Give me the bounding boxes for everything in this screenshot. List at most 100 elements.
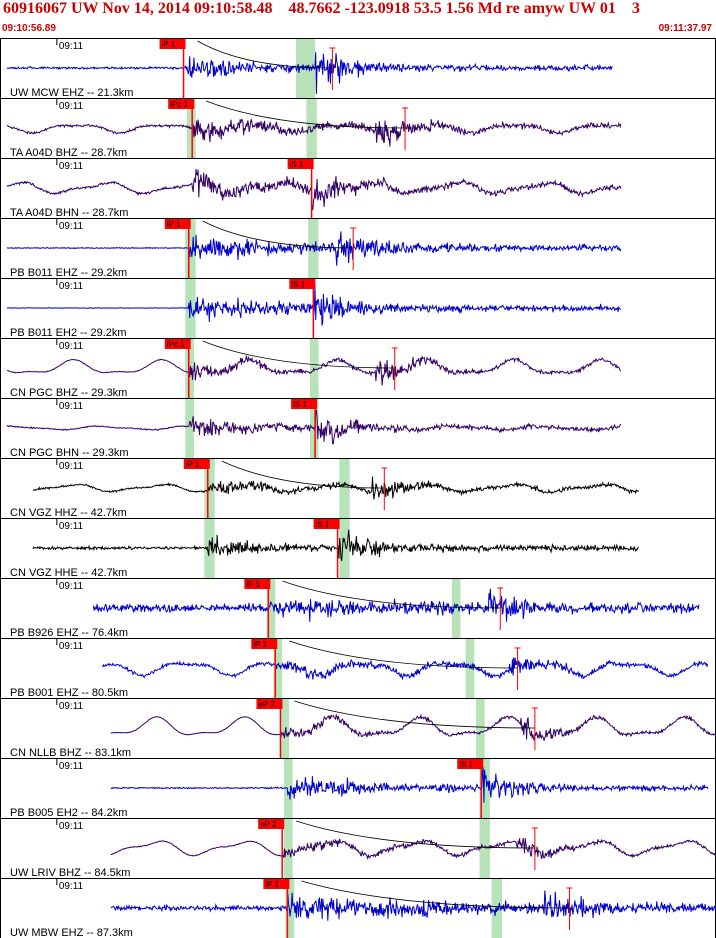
coda-curve xyxy=(197,40,333,69)
coda-curve xyxy=(202,340,395,369)
start-time: 09:10:56.89 xyxy=(2,23,56,34)
pick-label: eP 2 xyxy=(258,700,275,709)
channel-label: UW MCW EHZ -- 21.3km xyxy=(10,87,133,99)
pick-flag xyxy=(313,519,340,529)
time-tick-label: 09:11 xyxy=(59,581,84,592)
pick-label: iP 1 xyxy=(265,880,279,889)
phase-window xyxy=(285,879,295,938)
time-tick-label: 09:11 xyxy=(59,881,84,892)
time-tick-label: 09:11 xyxy=(59,821,84,832)
pick-flag xyxy=(291,399,318,409)
pick-label: iP 1 xyxy=(253,640,267,649)
channel-label: PB B926 EHZ -- 76.4km xyxy=(10,627,128,639)
phase-window xyxy=(280,699,290,758)
time-tick-label: 09:11 xyxy=(59,461,84,472)
coda-curve xyxy=(221,460,385,489)
phase-window xyxy=(273,639,283,698)
waveform xyxy=(32,529,639,562)
pick-flag xyxy=(183,459,210,469)
pick-label: iS 1 xyxy=(291,280,305,289)
pick-flag xyxy=(251,639,278,649)
waveform xyxy=(6,169,622,211)
time-tick-label: 09:11 xyxy=(59,41,84,52)
waveform xyxy=(32,476,639,500)
time-tick-label: 09:11 xyxy=(59,401,84,412)
channel-label: PB B005 EH2 -- 84.2km xyxy=(10,807,127,819)
pick-label: iP 1 xyxy=(186,460,200,469)
phase-window xyxy=(185,339,194,398)
waveform xyxy=(110,713,716,741)
coda-curve xyxy=(206,100,406,129)
pick-label: iS 1 xyxy=(290,160,304,169)
pick-flag xyxy=(164,219,191,229)
phase-window xyxy=(283,819,293,878)
coda-curve xyxy=(282,580,501,609)
waveform xyxy=(110,890,716,921)
pick-flag xyxy=(287,159,314,169)
pick-label: iPc 1 xyxy=(167,340,185,349)
end-time: 09:11:37.97 xyxy=(658,23,712,34)
trace-row: 09:11 iS 1 CN PGC BHN -- 29.3km xyxy=(0,398,716,459)
pick-flag xyxy=(258,819,285,829)
phase-window xyxy=(479,819,490,878)
trace-row: 09:11 iP 1 UW MCW EHZ -- 21.3km xyxy=(0,38,716,99)
coda-curve xyxy=(289,640,518,669)
pick-flag xyxy=(244,579,271,589)
waveform xyxy=(110,838,716,860)
pick-flag xyxy=(159,39,186,49)
time-tick-label: 09:11 xyxy=(59,761,84,772)
phase-window xyxy=(266,579,276,638)
channel-label: UW MBW EHZ -- 87.3km xyxy=(10,927,133,938)
pick-flag xyxy=(168,99,195,109)
time-tick-label: 09:11 xyxy=(59,161,84,172)
trace-row: 09:11 eP 2 UW LRIV BHZ -- 84.5km xyxy=(0,818,716,879)
waveform xyxy=(7,118,622,147)
trace-row: 09:11 eP 2 CN NLLB BHZ -- 83.1km xyxy=(0,698,716,759)
phase-window xyxy=(283,759,293,818)
phase-window xyxy=(185,399,194,458)
channel-label: TA A04D BHN -- 28.7km xyxy=(10,207,128,219)
channel-label: PB B001 EHZ -- 80.5km xyxy=(10,687,128,699)
trace-row: 09:11 iPc 1 CN PGC BHZ -- 29.3km xyxy=(0,338,716,399)
phase-window xyxy=(309,339,319,398)
trace-row: 09:11 iS 1 PB B005 EH2 -- 84.2km xyxy=(0,758,716,819)
channel-label: TA A04D BHZ -- 28.7km xyxy=(10,147,127,159)
seismogram-panel: 09:11 iP 1 UW MCW EHZ -- 21.3km 09:11 iPc 1 T… xyxy=(0,38,716,938)
phase-window xyxy=(476,699,485,758)
header: 60916067 UW Nov 14, 2014 09:10:58.48 48.… xyxy=(0,0,716,38)
trace-row: 09:11 iPc 1 TA A04D BHZ -- 28.7km xyxy=(0,98,716,159)
pick-label: iS 1 xyxy=(293,400,307,409)
waveform xyxy=(7,52,613,95)
time-tick-label: 09:11 xyxy=(59,521,84,532)
pick-label: iP 1 xyxy=(162,40,176,49)
channel-label: PB B011 EH2 -- 29.2km xyxy=(10,327,127,339)
pick-label: iP 1 xyxy=(246,580,260,589)
time-tick-label: 09:11 xyxy=(59,641,84,652)
phase-window xyxy=(339,519,350,578)
coda-curve xyxy=(202,220,354,249)
phase-window xyxy=(296,39,316,98)
time-tick-label: 09:11 xyxy=(59,701,84,712)
trace-row: 09:11 iP 1 PB B011 EHZ -- 29.2km xyxy=(0,218,716,279)
pick-flag xyxy=(256,699,283,709)
pick-flag xyxy=(457,759,484,769)
waveform xyxy=(6,231,622,266)
waveform xyxy=(110,767,709,803)
phase-window xyxy=(306,99,317,158)
channel-label: CN NLLB BHZ -- 83.1km xyxy=(10,747,131,759)
phase-window xyxy=(451,579,461,638)
pick-flag xyxy=(164,339,191,349)
pick-label: iPc 1 xyxy=(170,100,188,109)
trace-row: 09:11 iP 1 PB B001 EHZ -- 80.5km xyxy=(0,638,716,699)
channel-label: PB B011 EHZ -- 29.2km xyxy=(10,267,127,279)
trace-row: 09:11 iP 1 UW MBW EHZ -- 87.3km xyxy=(0,878,716,938)
trace-row: 09:11 iP 1 PB B926 EHZ -- 76.4km xyxy=(0,578,716,639)
trace-row: 09:11 iS 1 CN VGZ HHE -- 42.7km xyxy=(0,518,716,579)
time-tick-label: 09:11 xyxy=(59,101,84,112)
coda-curve xyxy=(294,700,535,729)
event-title: 60916067 UW Nov 14, 2014 09:10:58.48 48.… xyxy=(3,0,640,17)
trace-row: 09:11 iS 1 PB B011 EH2 -- 29.2km xyxy=(0,278,716,339)
channel-label: UW LRIV BHZ -- 84.5km xyxy=(10,867,130,879)
time-tick-label: 09:11 xyxy=(59,281,84,292)
time-tick-label: 09:11 xyxy=(59,341,84,352)
